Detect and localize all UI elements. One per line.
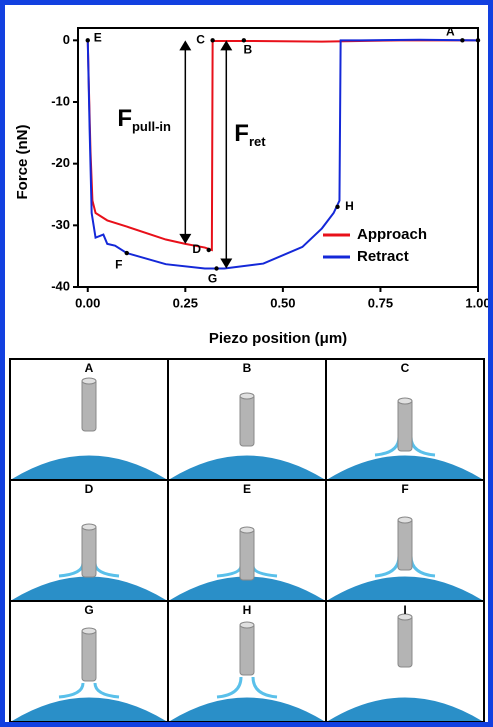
point-label: A (446, 25, 455, 39)
nanopillar-top (398, 398, 412, 404)
panel: I (326, 601, 484, 722)
point-marker (476, 38, 480, 42)
point-label: C (196, 33, 205, 47)
point-marker (207, 248, 211, 252)
nanopillar (240, 528, 254, 580)
panel: B (168, 359, 326, 480)
y-tick-label: -20 (51, 155, 70, 170)
nanopillar (398, 518, 412, 570)
nanopillar (82, 525, 96, 577)
legend-label: Retract (357, 248, 409, 265)
arrow-label: Fpull-in (117, 105, 171, 134)
panel-label: G (84, 603, 93, 617)
panel-label: H (243, 603, 252, 617)
plot-frame (78, 28, 478, 287)
panel-label: A (85, 361, 94, 375)
point-marker (460, 38, 464, 42)
panel: C (326, 359, 484, 480)
nanopillar-top (398, 517, 412, 523)
panel-label: E (243, 482, 251, 496)
nanopillar-top (82, 628, 96, 634)
panel: F (326, 480, 484, 601)
x-tick-label: 0.75 (368, 295, 393, 310)
arrow-label-main: F (117, 105, 132, 132)
panel-label: F (401, 482, 408, 496)
point-label: E (94, 31, 102, 45)
point-label: F (115, 257, 122, 271)
arrow-label-main: F (234, 120, 249, 147)
point-marker (335, 205, 339, 209)
y-axis-label: Force (nN) (14, 124, 31, 199)
arrow-head (179, 40, 191, 50)
panel: H (168, 601, 326, 722)
point-label: B (244, 43, 253, 57)
nanopillar-top (82, 524, 96, 530)
panel: E (168, 480, 326, 601)
point-label: D (192, 242, 201, 256)
y-tick-label: -30 (51, 217, 70, 232)
nanopillar (82, 379, 96, 431)
x-axis-label: Piezo position (μm) (209, 330, 347, 347)
y-tick-label: 0 (63, 32, 70, 47)
point-label: H (345, 199, 354, 213)
nanopillar (240, 394, 254, 446)
y-tick-label: -40 (51, 278, 70, 293)
y-tick-label: -10 (51, 93, 70, 108)
x-tick-label: 0.00 (75, 295, 100, 310)
panel-label: I (403, 603, 406, 617)
line-series (88, 40, 478, 250)
panel-label: B (243, 361, 252, 375)
x-tick-label: 0.25 (173, 295, 198, 310)
chart: Force (nN) Piezo position (μm) 0 -10 -20 -3… (5, 5, 488, 355)
point-marker (210, 38, 214, 42)
panel: A (10, 359, 168, 480)
nanopillar (398, 615, 412, 667)
nanopillar (398, 399, 412, 451)
point-marker (86, 38, 90, 42)
nanopillar-top (240, 527, 254, 533)
nanopillar-top (240, 393, 254, 399)
nanopillar-top (240, 622, 254, 628)
nanopillar (240, 623, 254, 675)
arrow-label-sub: ret (249, 134, 266, 149)
arrow-label-sub: pull-in (132, 119, 171, 134)
panel: D (10, 480, 168, 601)
panel-label: C (401, 361, 410, 375)
x-tick-label: 0.50 (270, 295, 295, 310)
x-tick-label: 1.00 (465, 295, 488, 310)
panel-grid: A B C D E F G H I (9, 358, 485, 722)
nanopillar-top (82, 378, 96, 384)
nanopillar (82, 629, 96, 681)
panel-label: D (85, 482, 94, 496)
legend-label: Approach (357, 226, 427, 243)
panel: G (10, 601, 168, 722)
point-marker (214, 266, 218, 270)
arrow-label: Fret (234, 120, 266, 149)
figure: Force (nN) Piezo position (μm) 0 -10 -20 -3… (0, 0, 493, 727)
point-marker (125, 251, 129, 255)
point-label: G (208, 272, 217, 286)
